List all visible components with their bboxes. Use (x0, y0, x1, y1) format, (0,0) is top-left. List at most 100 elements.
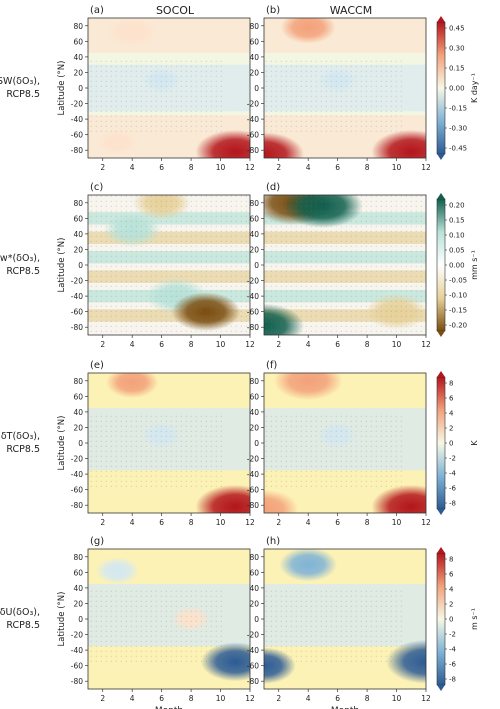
colorbar-tick-label: -0.15 (449, 307, 467, 315)
y-tick-label: 60 (249, 392, 259, 401)
colorbar-tick-label: -8 (449, 676, 456, 684)
feature-m11-lat-82 (195, 484, 250, 513)
x-tick-label: 2 (276, 163, 281, 172)
y-tick-label: 60 (73, 568, 83, 577)
y-tick-label: 20 (73, 245, 83, 254)
colorbar-tick-label: -2 (449, 631, 456, 639)
x-tick-label: 10 (392, 163, 402, 172)
colorbar-tick-label: 0.00 (449, 262, 465, 270)
y-tick-label: 0 (78, 439, 83, 448)
y-tick-label: -80 (247, 501, 259, 510)
y-tick-label: 40 (249, 53, 259, 62)
x-tick-label: 6 (159, 340, 164, 349)
row-label-1-line-1: δSW(δO₃), (0, 76, 40, 87)
y-tick-label: -20 (247, 455, 259, 464)
colorbar-bottom-arrow (437, 331, 445, 337)
colorbar-tick-label: -0.15 (449, 105, 467, 113)
y-tick-label: -40 (71, 292, 83, 301)
colorbar-tick-label: -0.30 (449, 125, 467, 133)
x-tick-label: 2 (100, 694, 105, 703)
row-label-2-line-1: δw*(δO₃), (0, 253, 40, 264)
panel-label: (h) (266, 536, 280, 547)
x-tick-label: 10 (216, 163, 226, 172)
feature-m3-lat62 (95, 556, 140, 585)
y-tick-label: 0 (254, 261, 259, 270)
y-tick-label: 80 (249, 377, 259, 386)
y-tick-label: 20 (249, 599, 259, 608)
y-tick-label: 0 (254, 439, 259, 448)
colorbar-bottom-arrow (437, 685, 445, 691)
x-tick-label: 8 (189, 340, 194, 349)
colorbar-tick-label: 0.20 (449, 202, 465, 210)
panel-label: (f) (266, 360, 277, 371)
y-tick-label: 40 (73, 408, 83, 417)
colorbar-unit: K day⁻¹ (470, 73, 479, 103)
y-axis-label: Latitude (°N) (57, 61, 67, 116)
x-tick-label: 6 (335, 163, 340, 172)
x-tick-label: 12 (421, 163, 431, 172)
colorbar-tick-label: 0.45 (449, 25, 465, 33)
x-tick-label: 8 (189, 163, 194, 172)
x-tick-label: 2 (100, 518, 105, 527)
y-tick-label: -80 (247, 677, 259, 686)
y-tick-label: -20 (71, 277, 83, 286)
colorbar-tick-label: -0.45 (449, 145, 467, 153)
y-tick-label: 80 (73, 553, 83, 562)
x-tick-label: 4 (130, 163, 135, 172)
y-tick-label: 20 (249, 68, 259, 77)
colorbar-tick-label: 4 (449, 586, 454, 594)
x-tick-label: 6 (335, 694, 340, 703)
colorbar-top-arrow (437, 371, 445, 377)
colorbar-tick-label: -6 (449, 485, 457, 493)
y-tick-label: 40 (73, 53, 83, 62)
column-title-waccm: WACCM (330, 4, 372, 17)
panel-e: (e) 80 60 40 20 0 -20 -40 -60 -80 2 4 6 8 10 12 Latitude… (57, 360, 255, 527)
panel-label: (b) (266, 5, 280, 16)
y-tick-label: -20 (71, 100, 83, 109)
y-tick-label: 20 (249, 423, 259, 432)
panel-label: (c) (90, 182, 103, 193)
colorbar-tick-label: -0.20 (449, 322, 467, 330)
y-tick-label: -60 (71, 308, 83, 317)
colorbar-tick-label: 4 (449, 410, 454, 418)
colorbar-tick-label: 8 (449, 380, 453, 388)
y-tick-label: -60 (71, 486, 83, 495)
y-tick-label: 80 (73, 199, 83, 208)
x-tick-label: 4 (130, 340, 135, 349)
x-tick-label: 6 (159, 518, 164, 527)
y-tick-label: -20 (247, 277, 259, 286)
feature-m4-lat78 (105, 373, 159, 399)
x-tick-label: 12 (245, 518, 255, 527)
y-tick-label: -40 (247, 470, 259, 479)
colorbar-tick-label: 0.15 (449, 65, 465, 73)
x-tick-label: 12 (421, 518, 431, 527)
y-tick-label: -60 (247, 131, 259, 140)
colorbar-gradient (436, 198, 446, 332)
y-tick-label: -80 (71, 323, 83, 332)
y-tick-label: -60 (247, 486, 259, 495)
feature-m11-lat-82 (371, 484, 426, 513)
feature-m4-lat70 (279, 549, 338, 582)
y-tick-label: 40 (249, 408, 259, 417)
y-tick-label: 60 (249, 214, 259, 223)
x-tick-label: 12 (245, 163, 255, 172)
x-tick-label: 4 (306, 518, 311, 527)
y-tick-label: -20 (71, 455, 83, 464)
y-tick-label: 20 (73, 423, 83, 432)
y-tick-label: -20 (247, 631, 259, 640)
y-tick-label: 80 (249, 553, 259, 562)
y-tick-label: -40 (247, 115, 259, 124)
y-tick-label: -60 (247, 308, 259, 317)
y-tick-label: -80 (247, 146, 259, 155)
colorbar-tick-label: 0.10 (449, 232, 465, 240)
colorbar-tick-label: 6 (449, 395, 454, 403)
y-tick-label: 40 (249, 230, 259, 239)
colorbar-gradient (436, 21, 446, 155)
y-tick-label: -40 (71, 470, 83, 479)
colorbar-tick-label: 8 (449, 556, 453, 564)
y-tick-label: 80 (249, 199, 259, 208)
row-label-3-line-2: RCP8.5 (6, 444, 40, 455)
x-tick-label: 10 (216, 694, 226, 703)
colorbar-tick-label: 2 (449, 601, 453, 609)
x-tick-label: 4 (130, 694, 135, 703)
